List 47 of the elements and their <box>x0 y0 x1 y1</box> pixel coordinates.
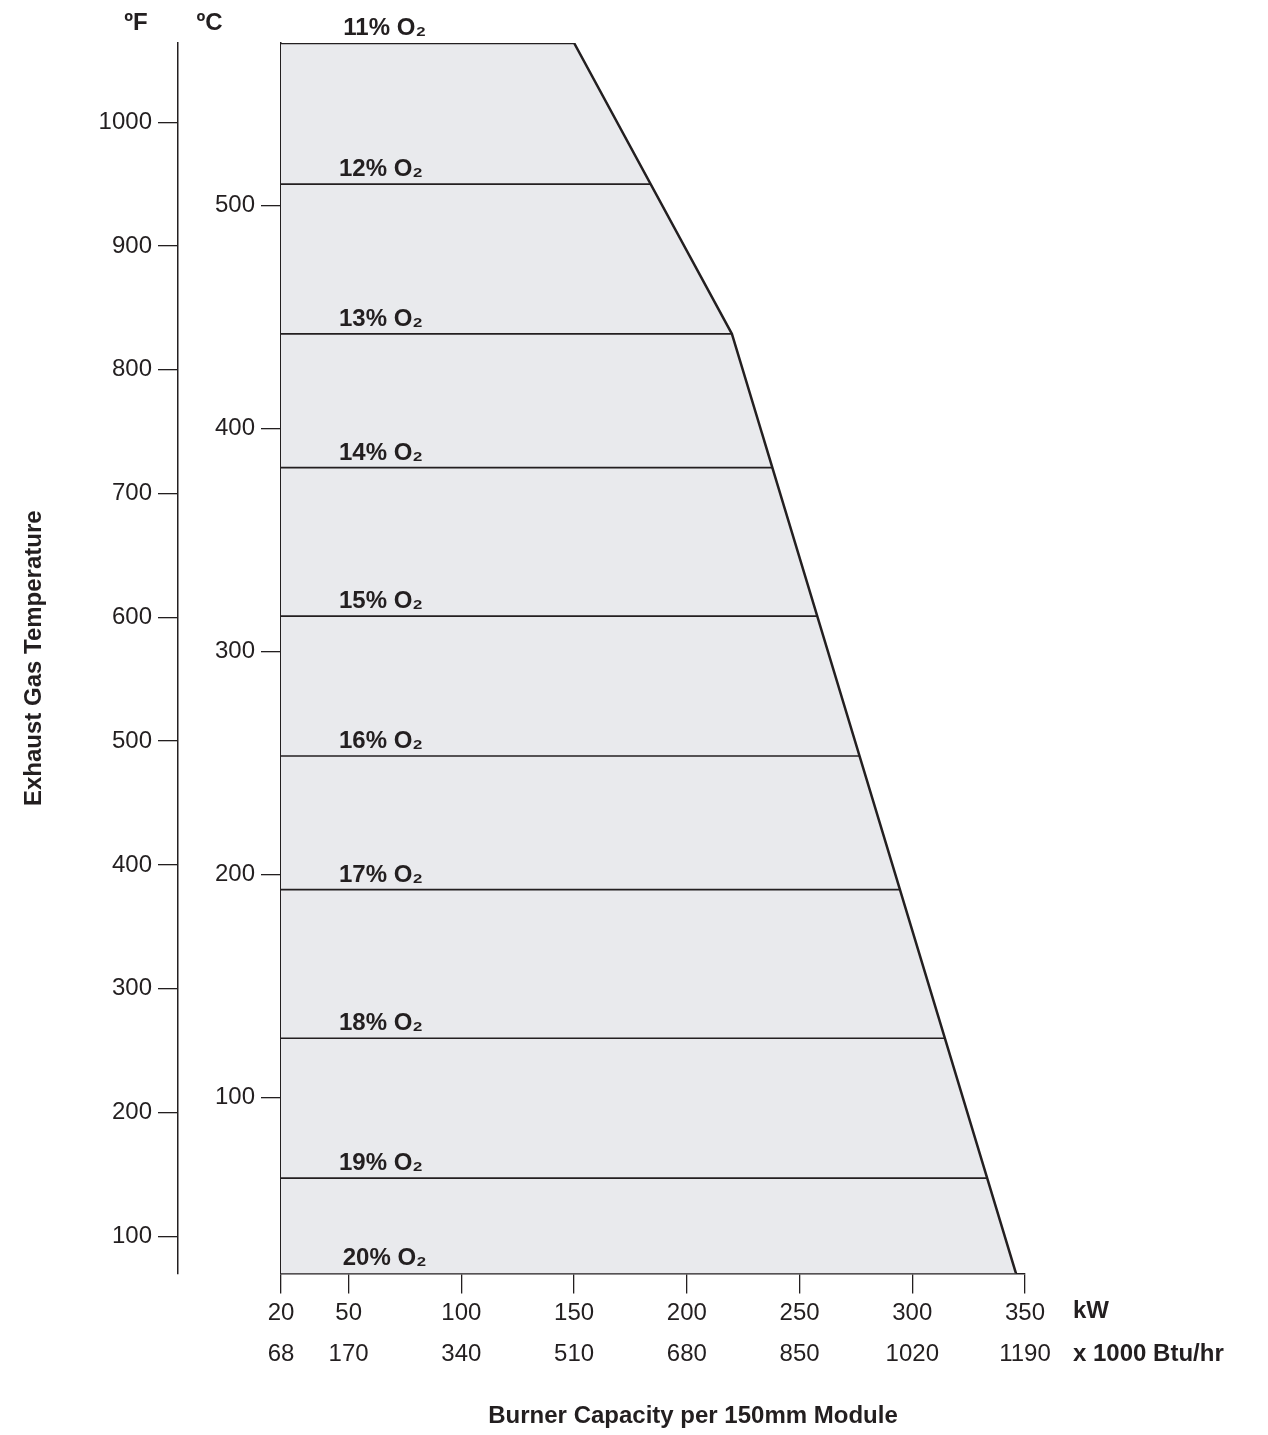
y-tick-label: 200 <box>111 1097 152 1125</box>
ref-line-label: 17% O₂ <box>339 859 424 887</box>
x-tick-label: 50 <box>335 1298 362 1326</box>
annotation: 20% O₂ <box>342 1243 427 1271</box>
x-tick-label: 250 <box>779 1298 820 1326</box>
y-tick-label: 900 <box>111 230 152 258</box>
y-tick-label: 1000 <box>98 106 152 134</box>
x2-tick-label: 680 <box>666 1339 707 1367</box>
y-tick-label: 700 <box>111 478 152 506</box>
y-tick-label: 400 <box>111 849 152 877</box>
x-axis-title: Burner Capacity per 150mm Module <box>488 1400 898 1428</box>
ref-line-label: 16% O₂ <box>339 725 424 753</box>
y-tick-label: 800 <box>111 354 152 382</box>
x-tick-label: 100 <box>441 1298 482 1326</box>
y2-tick-label: 300 <box>214 636 255 664</box>
y-tick-label: 500 <box>111 725 152 753</box>
y-tick-label: 300 <box>111 973 152 1001</box>
x-tick-label: 300 <box>892 1298 933 1326</box>
y2-tick-label: 200 <box>214 859 255 887</box>
x2-tick-label: 1190 <box>999 1339 1051 1367</box>
text: kW <box>1073 1296 1110 1324</box>
y-tick-label: 100 <box>111 1220 152 1248</box>
y-tick-label: 600 <box>111 601 152 629</box>
y2-tick-label: 400 <box>214 413 255 441</box>
x2-tick-label: 340 <box>441 1339 482 1367</box>
x2-tick-label: 850 <box>779 1339 820 1367</box>
annotation: 11% O₂ <box>343 13 427 40</box>
x-tick-label: 20 <box>267 1298 295 1326</box>
y2-tick-label: 500 <box>214 190 255 218</box>
y-axis-title: Exhaust Gas Temperature <box>18 510 46 807</box>
x2-axis-title: x 1000 Btu/hr <box>1073 1339 1224 1367</box>
ref-line-label: 19% O₂ <box>339 1148 424 1176</box>
x-tick-label: 350 <box>1004 1298 1046 1326</box>
ref-line-label: 14% O₂ <box>339 437 424 465</box>
y2-axis-title: ºC <box>196 7 223 35</box>
text: ºF <box>124 7 148 35</box>
x2-tick-label: 510 <box>554 1339 595 1367</box>
x-tick-label: 150 <box>554 1298 595 1326</box>
x2-tick-label: 1020 <box>885 1339 939 1367</box>
x2-tick-label: 68 <box>267 1339 295 1367</box>
x-tick-label: 200 <box>666 1298 707 1326</box>
y2-tick-label: 100 <box>214 1081 255 1109</box>
ref-line-label: 18% O₂ <box>339 1008 424 1036</box>
x2-tick-label: 170 <box>328 1339 369 1367</box>
ref-line-label: 15% O₂ <box>339 586 424 614</box>
ref-line-label: 13% O₂ <box>339 303 424 331</box>
ref-line-label: 12% O₂ <box>339 154 424 182</box>
